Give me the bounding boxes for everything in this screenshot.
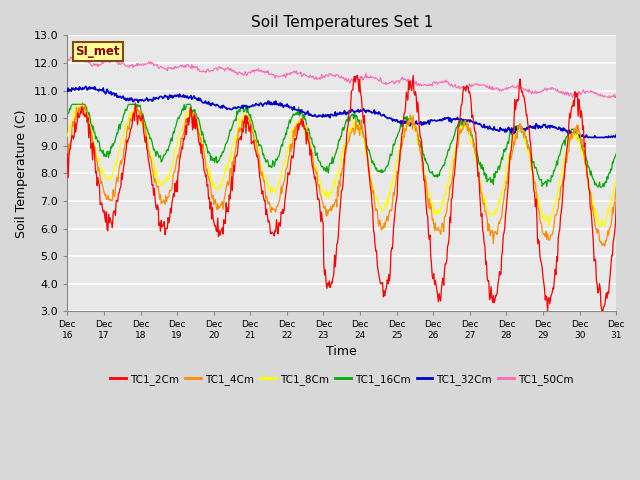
Legend: TC1_2Cm, TC1_4Cm, TC1_8Cm, TC1_16Cm, TC1_32Cm, TC1_50Cm: TC1_2Cm, TC1_4Cm, TC1_8Cm, TC1_16Cm, TC1… — [106, 370, 578, 389]
Y-axis label: Soil Temperature (C): Soil Temperature (C) — [15, 109, 28, 238]
Text: SI_met: SI_met — [76, 45, 120, 58]
Title: Soil Temperatures Set 1: Soil Temperatures Set 1 — [251, 15, 433, 30]
X-axis label: Time: Time — [326, 345, 357, 358]
